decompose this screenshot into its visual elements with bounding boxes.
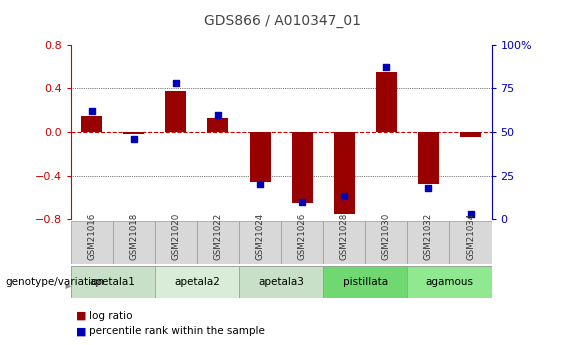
Bar [460, 132, 481, 137]
Text: percentile rank within the sample: percentile rank within the sample [89, 326, 265, 336]
Point [214, 112, 223, 117]
Text: GSM21024: GSM21024 [255, 213, 264, 260]
Bar [239, 266, 323, 298]
Text: GSM21016: GSM21016 [87, 213, 96, 260]
Bar [81, 116, 102, 132]
Bar [450, 221, 492, 264]
Bar [292, 132, 312, 203]
Bar [123, 132, 144, 134]
Bar [407, 266, 492, 298]
Bar [155, 221, 197, 264]
Text: ■: ■ [76, 326, 87, 336]
Bar [407, 221, 450, 264]
Text: GDS866 / A010347_01: GDS866 / A010347_01 [204, 14, 361, 28]
Point [298, 199, 307, 204]
Bar [281, 221, 323, 264]
Text: GSM21032: GSM21032 [424, 213, 433, 260]
Bar [418, 132, 439, 184]
Polygon shape [66, 284, 71, 289]
Text: agamous: agamous [425, 277, 473, 287]
Point [340, 194, 349, 199]
Bar [207, 118, 228, 132]
Text: GSM21030: GSM21030 [382, 213, 391, 260]
Text: GSM21026: GSM21026 [298, 213, 307, 260]
Text: apetala1: apetala1 [90, 277, 136, 287]
Point [87, 108, 96, 114]
Bar [113, 221, 155, 264]
Bar [323, 266, 407, 298]
Bar [334, 132, 355, 214]
Text: GSM21034: GSM21034 [466, 213, 475, 260]
Text: ■: ■ [76, 311, 87, 321]
Bar [71, 266, 155, 298]
Bar [376, 72, 397, 132]
Bar [250, 132, 271, 182]
Bar [71, 221, 113, 264]
Text: apetala2: apetala2 [174, 277, 220, 287]
Point [129, 136, 138, 142]
Bar [323, 221, 366, 264]
Text: genotype/variation: genotype/variation [6, 277, 105, 287]
Text: log ratio: log ratio [89, 311, 133, 321]
Bar [197, 221, 239, 264]
Point [424, 185, 433, 190]
Bar [155, 266, 239, 298]
Text: pistillata: pistillata [343, 277, 388, 287]
Text: GSM21022: GSM21022 [214, 213, 223, 260]
Bar [239, 221, 281, 264]
Point [255, 181, 264, 187]
Point [466, 211, 475, 217]
Text: GSM21018: GSM21018 [129, 213, 138, 260]
Bar [365, 221, 407, 264]
Bar [166, 91, 186, 132]
Point [171, 80, 180, 86]
Text: apetala3: apetala3 [258, 277, 304, 287]
Text: GSM21028: GSM21028 [340, 213, 349, 260]
Text: GSM21020: GSM21020 [171, 213, 180, 260]
Point [382, 65, 391, 70]
